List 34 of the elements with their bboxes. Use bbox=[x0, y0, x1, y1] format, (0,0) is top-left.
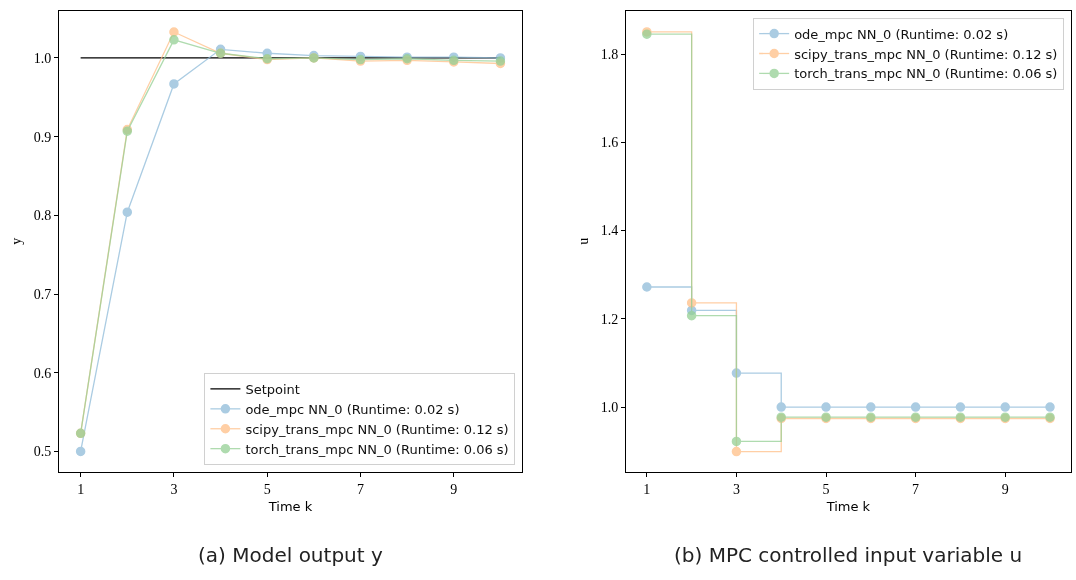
y-tick-label: 1.0 bbox=[600, 399, 619, 415]
x-tick-label: 5 bbox=[263, 481, 271, 497]
legend-label: scipy_trans_mpc NN_0 (Runtime: 0.12 s) bbox=[245, 421, 509, 437]
y-tick-label: 0.7 bbox=[33, 286, 52, 302]
x-tick-label: 1 bbox=[77, 481, 85, 497]
legend-label: ode_mpc NN_0 (Runtime: 0.02 s) bbox=[245, 401, 460, 417]
y-tick-label: 1.4 bbox=[600, 223, 619, 239]
x-axis-title: Time k bbox=[267, 499, 313, 515]
legend-label: torch_trans_mpc NN_0 (Runtime: 0.06 s) bbox=[794, 66, 1058, 82]
x-tick-label: 1 bbox=[643, 481, 651, 497]
y-tick-label: 0.8 bbox=[33, 208, 52, 224]
x-axis-title: Time k bbox=[825, 499, 871, 515]
y-axis-title: u bbox=[576, 237, 592, 245]
y-tick-label: 0.9 bbox=[33, 129, 52, 145]
x-tick-label: 5 bbox=[822, 481, 830, 497]
y-tick-label: 0.6 bbox=[33, 365, 52, 381]
x-tick-label: 3 bbox=[732, 481, 740, 497]
legend-label: ode_mpc NN_0 (Runtime: 0.02 s) bbox=[794, 26, 1009, 42]
legend-label: scipy_trans_mpc NN_0 (Runtime: 0.12 s) bbox=[794, 46, 1058, 62]
text: (a) Model output y bbox=[198, 543, 383, 567]
x-tick-label: 9 bbox=[450, 481, 458, 497]
x-tick-label: 3 bbox=[170, 481, 178, 497]
text: (b) MPC controlled input variable u bbox=[674, 543, 1023, 567]
y-tick-label: 1.8 bbox=[600, 46, 619, 62]
y-tick-label: 1.6 bbox=[600, 135, 619, 151]
y-axis-title: y bbox=[9, 237, 25, 245]
y-tick-label: 1.0 bbox=[33, 50, 52, 66]
y-tick-label: 1.2 bbox=[600, 311, 619, 327]
legend-label: torch_trans_mpc NN_0 (Runtime: 0.06 s) bbox=[245, 441, 509, 457]
legend-label: Setpoint bbox=[245, 382, 300, 398]
y-tick-label: 0.5 bbox=[33, 444, 52, 460]
x-tick-label: 7 bbox=[912, 481, 920, 497]
x-tick-label: 9 bbox=[1001, 481, 1009, 497]
x-tick-label: 7 bbox=[356, 481, 364, 497]
